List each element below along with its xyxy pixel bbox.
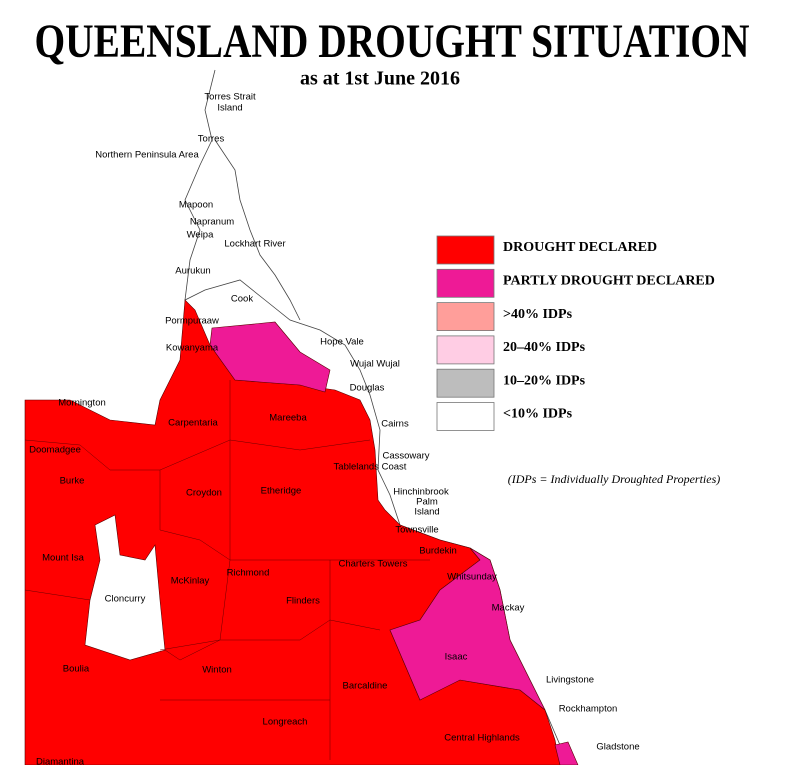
subtitle: as at 1st June 2016: [300, 68, 460, 90]
place-label: McKinlay: [171, 576, 210, 587]
place-label: Townsville: [395, 525, 438, 536]
map: [24, 69, 579, 765]
place-label: Burdekin: [419, 546, 457, 557]
place-label: Rockhampton: [559, 704, 618, 715]
place-label: Mount Isa: [42, 553, 84, 564]
place-label: Richmond: [227, 568, 270, 579]
place-label: Island: [217, 103, 242, 114]
place-label: Island: [414, 507, 439, 518]
place-label: Mareeba: [269, 413, 307, 424]
place-label: Wujal Wujal: [350, 359, 400, 370]
place-label: Livingstone: [546, 675, 594, 686]
partly-declared-east: [389, 547, 546, 711]
partly-declared-north: [209, 321, 331, 393]
region-borders: [24, 380, 430, 760]
legend-swatch: [436, 335, 495, 365]
place-label: Hinchinbrook: [393, 487, 449, 498]
place-label: Flinders: [286, 596, 320, 607]
place-label: Doomadgee: [29, 445, 81, 456]
place-labels: Torres Strait Island Torres Northern Pen…: [29, 92, 640, 765]
place-label: Hope Vale: [320, 337, 364, 348]
legend-swatch: [436, 368, 495, 398]
place-label: Douglas: [350, 383, 385, 394]
cape-east-coast: [214, 139, 301, 321]
place-label: Diamantina: [36, 757, 85, 765]
partly-declared-south: [554, 741, 579, 765]
place-label: Northern Peninsula Area: [95, 150, 199, 161]
place-label: Cassowary: [383, 451, 430, 462]
legend-label: DROUGHT DECLARED: [503, 240, 657, 255]
place-label: Cook: [231, 294, 253, 305]
place-label: Isaac: [445, 652, 468, 663]
place-label: Winton: [202, 665, 232, 676]
place-label: Etheridge: [261, 486, 302, 497]
place-label: Carpentaria: [168, 418, 218, 429]
place-label: Aurukun: [175, 266, 210, 277]
place-label: Whitsunday: [447, 572, 497, 583]
legend-label: >40% IDPs: [503, 307, 573, 322]
place-label: Cloncurry: [105, 594, 146, 605]
place-label: Croydon: [186, 488, 222, 499]
cloncurry-area: [84, 514, 166, 661]
place-label: Cairns: [381, 419, 409, 430]
legend-swatch: [436, 302, 495, 332]
place-label: Torres: [198, 134, 225, 145]
place-label: Lockhart River: [224, 239, 285, 250]
place-label: Boulia: [63, 664, 90, 675]
place-label: Tablelands Coast: [334, 462, 407, 473]
place-label: Mapoon: [179, 200, 213, 211]
title: QUEENSLAND DROUGHT SITUATION: [35, 15, 750, 68]
place-label: Gladstone: [596, 742, 639, 753]
place-label: Pormpuraaw: [165, 316, 219, 327]
legend-label: 10–20% IDPs: [503, 373, 586, 388]
legend-swatch: [436, 235, 495, 265]
place-label: Palm: [416, 497, 438, 508]
place-label: Torres Strait: [204, 92, 256, 103]
place-label: Central Highlands: [444, 733, 520, 744]
place-label: Napranum: [190, 217, 234, 228]
legend: DROUGHT DECLARED PARTLY DROUGHT DECLARED >…: [436, 235, 715, 431]
place-label: Longreach: [263, 717, 308, 728]
legend-swatch: [436, 402, 495, 431]
place-label: Mornington: [58, 398, 106, 409]
place-label: Burke: [60, 476, 85, 487]
place-label: Barcaldine: [343, 681, 388, 692]
legend-label: <10% IDPs: [503, 407, 573, 422]
place-label: Weipa: [187, 230, 214, 241]
legend-label: PARTLY DROUGHT DECLARED: [503, 274, 715, 289]
place-label: Mackay: [492, 603, 525, 614]
legend-swatch: [436, 268, 495, 298]
legend-note: (IDPs = Individually Droughted Propertie…: [508, 472, 721, 486]
place-label: Charters Towers: [339, 559, 408, 570]
legend-label: 20–40% IDPs: [503, 340, 586, 355]
place-label: Kowanyama: [166, 343, 219, 354]
